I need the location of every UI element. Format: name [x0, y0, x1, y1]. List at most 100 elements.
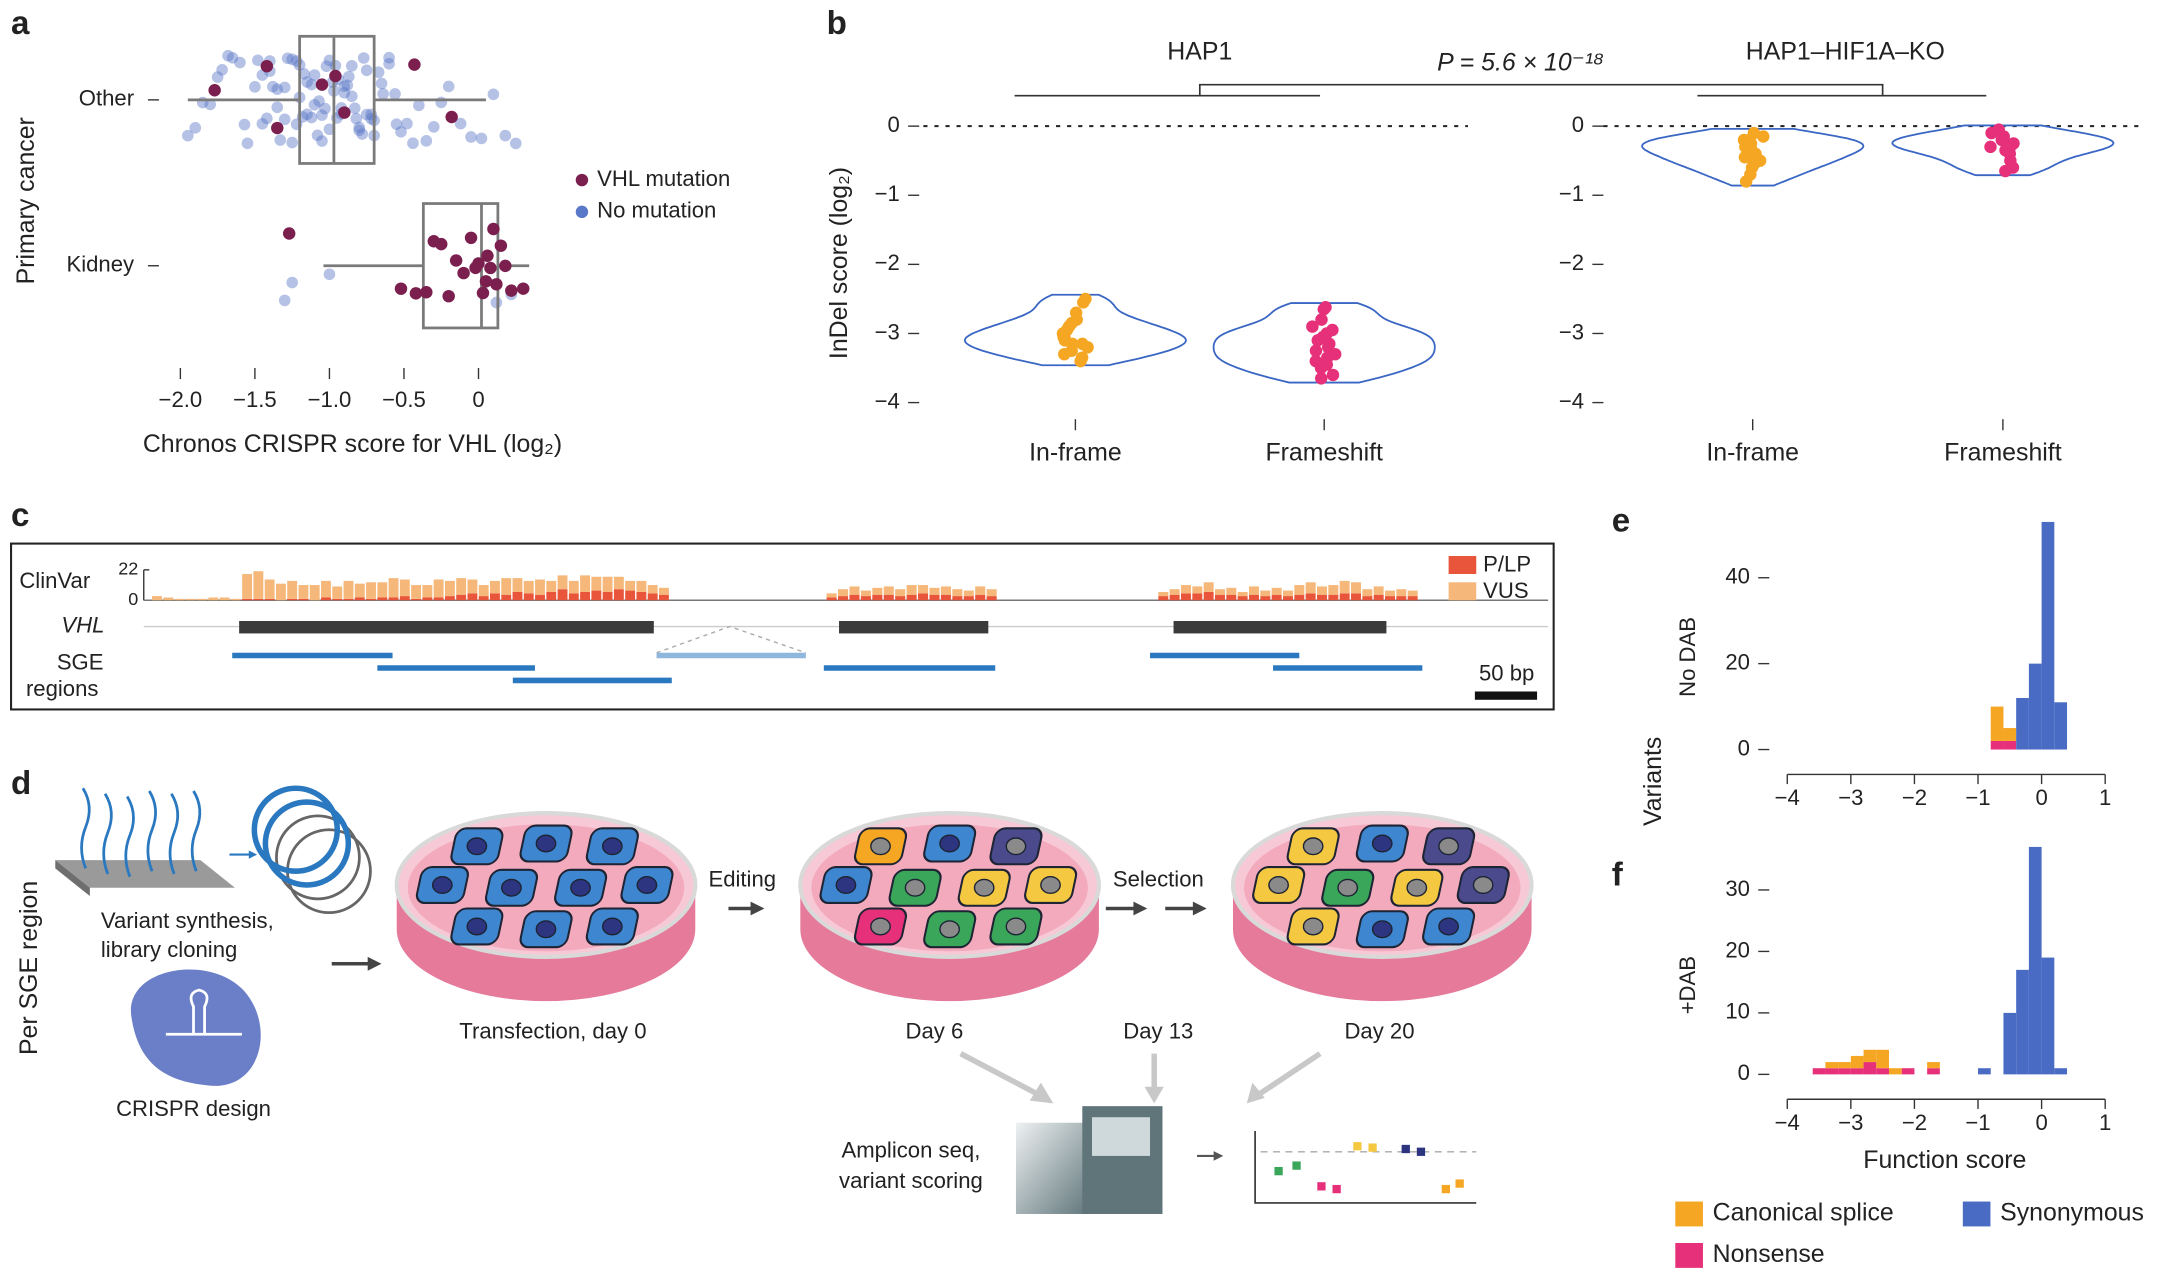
scale-bar-label: 50 bp — [1479, 661, 1534, 686]
x-tick-label: In-frame — [1706, 438, 1799, 466]
point — [1315, 313, 1328, 326]
point — [505, 284, 518, 297]
track-frame — [10, 542, 1555, 711]
bar — [1990, 706, 2004, 741]
bar — [287, 580, 298, 599]
y-tick-label: −3 — [875, 319, 900, 344]
oligo — [168, 793, 180, 875]
bar — [636, 591, 647, 601]
bar — [253, 598, 264, 601]
bar — [377, 597, 388, 601]
bar — [208, 597, 219, 601]
nucleus — [973, 878, 995, 897]
bar — [1203, 591, 1214, 601]
bar — [1192, 586, 1203, 594]
nucleus — [601, 837, 623, 856]
step-label: CRISPR design — [116, 1096, 271, 1121]
legend-swatch — [1675, 1201, 1703, 1227]
bar — [1385, 590, 1395, 597]
point — [252, 54, 264, 67]
panel-label: b — [827, 5, 847, 42]
point — [383, 51, 395, 64]
point — [189, 122, 202, 134]
y-tick-label: −2 — [875, 250, 900, 275]
bar — [1237, 596, 1248, 601]
bar — [906, 585, 917, 595]
bar — [1158, 591, 1169, 597]
facet-title: HAP1 — [1167, 37, 1232, 65]
y-axis-label: InDel score (log₂) — [825, 167, 853, 359]
bar — [2041, 957, 2055, 1075]
point — [313, 95, 325, 107]
point — [315, 78, 329, 91]
bar — [2016, 969, 2029, 1075]
violin — [963, 293, 1187, 367]
point — [420, 135, 433, 147]
oligo — [80, 787, 91, 869]
bar — [1328, 585, 1339, 595]
point — [442, 289, 455, 303]
bar — [512, 578, 523, 592]
mini-point — [1416, 1147, 1426, 1156]
bar — [309, 585, 320, 601]
bar — [1901, 1068, 1915, 1075]
x-tick-label: −1 — [1965, 1110, 1990, 1135]
bar — [918, 593, 929, 601]
bar — [1850, 1055, 1864, 1069]
point — [1743, 133, 1756, 147]
bar — [2028, 846, 2042, 1075]
bar — [1863, 1049, 1877, 1063]
bar — [1283, 590, 1293, 597]
plasmid — [275, 814, 361, 901]
point — [372, 66, 385, 79]
bar — [1249, 586, 1259, 595]
x-tick-label: 0 — [2035, 1110, 2047, 1135]
bar — [963, 596, 974, 601]
bar — [1876, 1049, 1889, 1069]
bar — [152, 596, 162, 601]
bar — [975, 586, 986, 595]
plasmid — [262, 799, 352, 888]
y-tick-label: −4 — [875, 388, 900, 413]
point — [305, 78, 318, 91]
bar — [929, 587, 940, 595]
point — [208, 84, 221, 97]
legend-label: No mutation — [597, 198, 716, 223]
point — [499, 129, 512, 142]
collect-arrow-heads — [1029, 1082, 1265, 1104]
x-tick-label: 0 — [472, 387, 484, 412]
bar — [1990, 740, 2004, 750]
scale-bar — [1474, 691, 1538, 700]
bar — [411, 598, 422, 601]
bar — [388, 578, 399, 598]
point — [357, 52, 370, 64]
legend-label: VHL mutation — [597, 166, 730, 191]
nucleus — [601, 917, 623, 936]
x-tick-label: −0.5 — [382, 387, 426, 412]
bar — [433, 579, 444, 598]
point — [1311, 334, 1324, 347]
bar — [963, 590, 974, 597]
bar — [872, 594, 883, 601]
bar — [478, 585, 489, 597]
nucleus — [466, 917, 488, 936]
y-tick-label: −1 — [1559, 181, 1584, 206]
bar — [1203, 582, 1214, 592]
point — [360, 108, 373, 121]
oligo — [102, 793, 113, 875]
x-tick-label: −2 — [1902, 785, 1927, 810]
y-tick-label: 20 — [1725, 649, 1750, 674]
bar — [343, 598, 354, 601]
bar — [354, 597, 365, 601]
legend-label: Nonsense — [1713, 1240, 1825, 1268]
bar — [264, 579, 275, 599]
bar — [1294, 585, 1305, 595]
point — [401, 117, 413, 130]
point — [260, 59, 274, 73]
bar — [2028, 663, 2042, 750]
point — [390, 118, 403, 130]
point — [1066, 337, 1079, 351]
x-tick-label: Frameshift — [1944, 438, 2062, 466]
point — [261, 112, 273, 125]
nucleus — [1040, 876, 1061, 894]
